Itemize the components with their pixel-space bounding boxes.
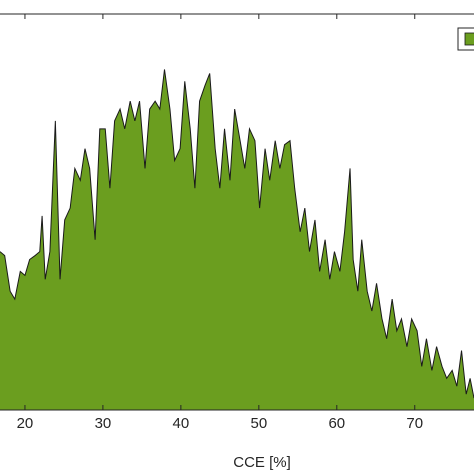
x-tick-label: 50 bbox=[250, 415, 267, 432]
x-tick-label: 70 bbox=[406, 415, 423, 432]
x-tick-label: 60 bbox=[328, 415, 345, 432]
legend-swatch bbox=[464, 32, 474, 46]
x-axis-label: CCE [%] bbox=[233, 454, 291, 471]
area bbox=[0, 69, 474, 410]
x-tick-label: 40 bbox=[173, 415, 190, 432]
x-tick-label: 30 bbox=[95, 415, 112, 432]
area-outline bbox=[0, 69, 474, 399]
x-tick-label: 20 bbox=[17, 415, 34, 432]
